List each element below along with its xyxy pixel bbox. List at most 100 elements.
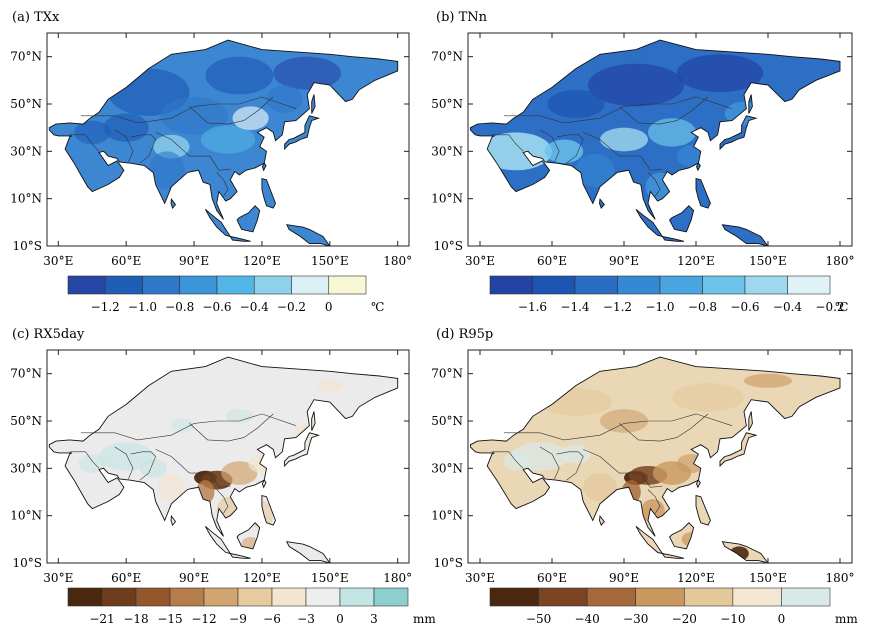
country-border bbox=[619, 413, 709, 442]
colorbar-swatch bbox=[586, 587, 637, 607]
colorbar-tick-label: −0.6 bbox=[202, 300, 231, 314]
land-area bbox=[696, 178, 711, 209]
colorbar-swatch bbox=[635, 587, 685, 607]
lat-tick-label: 50°N bbox=[431, 97, 463, 111]
coastline bbox=[696, 479, 701, 489]
anomaly-patch bbox=[221, 461, 258, 485]
colorbar-swatch bbox=[135, 587, 171, 607]
colorbar-tick-label: −12 bbox=[191, 612, 216, 626]
colorbar-swatch bbox=[781, 587, 831, 607]
coastline bbox=[721, 541, 770, 564]
lat-tick-label: 10°N bbox=[431, 192, 463, 206]
coastline bbox=[748, 94, 753, 114]
coastline bbox=[599, 514, 605, 526]
anomaly-patch bbox=[600, 409, 648, 433]
anomaly-patch bbox=[744, 373, 792, 388]
colorbar-tick-label: −1.2 bbox=[603, 300, 632, 314]
panel-title: (d) R95p bbox=[436, 327, 493, 342]
colorbar-swatch bbox=[373, 587, 409, 607]
coastline bbox=[170, 197, 177, 210]
lon-tick-label: 90°E bbox=[609, 571, 639, 585]
colorbar-swatch bbox=[328, 275, 367, 295]
anomaly-patch bbox=[225, 409, 253, 424]
lon-tick-label: 150°E bbox=[311, 571, 349, 585]
lon-tick-label: 120°E bbox=[243, 254, 281, 268]
colorbar-swatch bbox=[732, 587, 782, 607]
colorbar-swatch bbox=[67, 275, 106, 295]
colorbar-swatch bbox=[169, 587, 205, 607]
anomaly-patch bbox=[648, 118, 696, 147]
country-border bbox=[647, 172, 661, 197]
land-area bbox=[696, 495, 711, 526]
anomaly-patch bbox=[157, 473, 186, 502]
colorbar-swatch bbox=[702, 275, 746, 295]
coastline bbox=[719, 115, 758, 151]
coastline bbox=[286, 224, 331, 247]
country-border bbox=[114, 446, 134, 480]
land-area bbox=[636, 209, 663, 237]
lon-tick-label: 30°E bbox=[465, 571, 495, 585]
country-border bbox=[504, 96, 733, 124]
colorbar-swatch bbox=[305, 587, 341, 607]
colorbar-unit: mm bbox=[413, 612, 436, 626]
lat-tick-label: 30°N bbox=[10, 461, 42, 475]
lon-tick-label: 180° bbox=[383, 571, 412, 585]
lon-tick-label: 120°E bbox=[677, 254, 715, 268]
country-border bbox=[189, 96, 274, 125]
land-area bbox=[636, 526, 663, 554]
lat-tick-label: 50°N bbox=[431, 414, 463, 428]
land-area bbox=[669, 205, 694, 232]
coastline bbox=[236, 522, 261, 550]
colorbar: −1.2 −1.0 −0.8 −0.6 −0.4 −0.2 0 ℃ bbox=[67, 275, 384, 314]
coastline bbox=[48, 39, 399, 220]
lat-tick-label: 30°N bbox=[431, 461, 463, 475]
anomaly-patch bbox=[139, 458, 167, 478]
land-area bbox=[49, 357, 398, 537]
anomaly-patch bbox=[200, 125, 256, 154]
colorbar-swatch bbox=[104, 275, 143, 295]
colorbar-tick-label: −3 bbox=[297, 612, 315, 626]
colorbar-tick-label: −1.0 bbox=[128, 300, 157, 314]
lat-tick-label: 50°N bbox=[10, 97, 42, 111]
country-border bbox=[492, 451, 524, 469]
land-area bbox=[720, 432, 756, 466]
coastline bbox=[170, 514, 177, 527]
coastline bbox=[635, 208, 664, 238]
colorbar-tick-label: −0.8 bbox=[165, 300, 194, 314]
colorbar-swatch bbox=[179, 275, 218, 295]
lat-tick-label: 70°N bbox=[431, 367, 463, 381]
country-border bbox=[69, 134, 100, 152]
anomaly-patch bbox=[724, 101, 764, 126]
lon-tick-label: 30°E bbox=[43, 254, 73, 268]
colorbar-unit: mm bbox=[835, 612, 858, 626]
lat-tick-label: 10°S bbox=[434, 239, 464, 253]
land-area bbox=[237, 205, 260, 232]
lat-tick-label: 10°S bbox=[13, 239, 43, 253]
colorbar-swatch bbox=[271, 587, 307, 607]
country-border bbox=[539, 129, 560, 163]
lon-tick-label: 120°E bbox=[243, 571, 281, 585]
colorbar-swatch bbox=[683, 587, 734, 607]
anomaly-patch bbox=[273, 56, 342, 90]
lat-tick-label: 70°N bbox=[10, 367, 42, 381]
country-border bbox=[492, 134, 524, 152]
anomaly-patch bbox=[148, 151, 186, 190]
coastline bbox=[205, 525, 232, 555]
anomaly-patch bbox=[729, 546, 749, 561]
anomaly-patch bbox=[480, 132, 552, 171]
anomaly-patch bbox=[645, 172, 675, 202]
map-panel-rx5day: (c) RX5day 70°N 50°N 30°N 10°N 10°S30°E 60°E 90… bbox=[10, 327, 436, 626]
colorbar-tick-label: 0 bbox=[325, 300, 333, 314]
colorbar-swatch bbox=[203, 587, 239, 607]
country-border bbox=[69, 451, 100, 469]
country-border bbox=[647, 489, 661, 514]
anomaly-patch bbox=[78, 454, 106, 474]
coastline bbox=[695, 495, 711, 526]
colorbar-tick-label: 0 bbox=[778, 612, 786, 626]
colorbar-tick-label: −0.8 bbox=[688, 300, 717, 314]
lon-tick-label: 120°E bbox=[677, 571, 715, 585]
anomaly-patch bbox=[540, 387, 612, 417]
colorbar-swatch bbox=[67, 587, 103, 607]
anomaly-patch bbox=[547, 89, 605, 119]
country-border bbox=[155, 132, 231, 171]
